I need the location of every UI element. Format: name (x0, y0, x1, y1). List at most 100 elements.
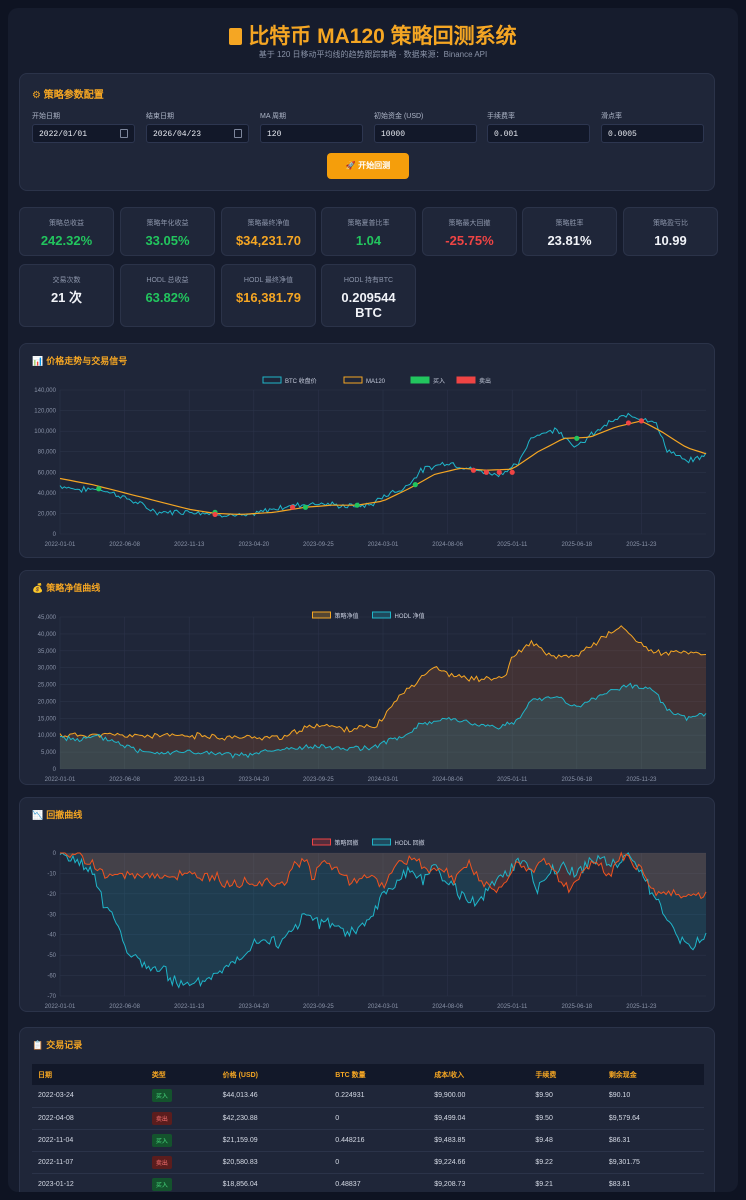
table-cell: $9.48 (529, 1129, 603, 1152)
y-tick-label: 25,000 (38, 683, 57, 689)
legend-swatch (312, 838, 331, 846)
equity-chart-title: 💰 策略净值曲线 (32, 583, 101, 593)
legend-swatch (262, 376, 282, 384)
table-cell: $9,301.75 (602, 1151, 704, 1174)
equity-chart: 0 5,000 10,000 15,000 20,000 25,000 30,000 35,0… (38, 611, 707, 783)
calendar-icon[interactable] (120, 129, 128, 138)
sell-signal-point (496, 469, 502, 475)
trade-type-badge: 买入 (151, 1133, 172, 1147)
x-tick-label: 2023-04-20 (238, 1004, 269, 1010)
legend-label: 卖出 (479, 377, 491, 385)
x-tick-label: 2022-01-01 (45, 542, 76, 548)
table-cell: 0 (329, 1107, 429, 1130)
strategy-drawdown-line (60, 851, 707, 900)
trades-table: 日期 类型 价格 (USD) BTC 数量 成本/收入 手续费 剩余现金 202… (32, 1064, 704, 1192)
table-cell: $9,579.64 (602, 1107, 704, 1130)
y-tick-label: -70 (47, 994, 56, 1000)
trade-type-badge: 买入 (151, 1089, 172, 1103)
y-tick-label: -60 (47, 974, 56, 980)
fee-rate-input[interactable]: 0.001 (487, 124, 590, 143)
x-tick-label: 2022-06-08 (109, 542, 140, 548)
calendar-icon[interactable] (234, 129, 242, 138)
hodl-equity-line (60, 682, 707, 759)
trade-type-badge: 买入 (151, 1177, 172, 1191)
table-row: 2022-11-07 卖出 $20,580.83 0 $9,224.66 $9.22 $9,… (32, 1151, 704, 1174)
page-title-text: 比特币 MA120 策略回测系统 (248, 25, 517, 48)
slippage-input[interactable]: 0.0005 (601, 124, 704, 143)
table-cell: $44,013.46 (216, 1085, 330, 1108)
page-subtitle: 基于 120 日移动平均线的趋势跟踪策略 · 数据来源：Binance API (258, 50, 488, 59)
x-tick-label: 2023-04-20 (238, 542, 269, 548)
x-tick-label: 2025-06-18 (561, 777, 592, 783)
table-cell: 0.48837 (329, 1173, 429, 1192)
table-cell: $9.22 (529, 1151, 603, 1174)
column-header: 剩余现金 (602, 1064, 704, 1085)
table-cell: $90.10 (602, 1085, 704, 1108)
ma120-line (59, 420, 707, 516)
stat-card: 策略最终净值 $34,231.70 (221, 207, 316, 256)
slippage-label: 滑点率 (601, 113, 622, 120)
y-tick-label: 40,000 (38, 632, 57, 638)
y-tick-label: 0 (53, 767, 57, 773)
column-header: BTC 数量 (329, 1064, 429, 1085)
price-chart-panel: 📊 价格走势与交易信号 0 20,000 40,000 60,000 80,000 100,… (19, 343, 715, 558)
legend-swatch (372, 611, 391, 619)
legend-swatch (343, 376, 363, 384)
legend-label: 策略净值 (335, 612, 359, 620)
column-header: 价格 (USD) (216, 1064, 330, 1085)
stat-card: 策略总收益 242.32% (19, 207, 114, 256)
x-tick-label: 2025-01-11 (497, 542, 528, 548)
legend-label: 策略回撤 (335, 839, 359, 847)
ma-period-input[interactable]: 120 (260, 124, 363, 143)
price-chart: 0 20,000 40,000 60,000 80,000 100,000 120,000 1… (34, 376, 707, 548)
end-date-input[interactable]: 2026/04/23 (146, 124, 249, 143)
y-tick-label: -40 (47, 933, 56, 939)
legend-swatch (410, 376, 430, 384)
app-frame: 比特币 MA120 策略回测系统 基于 120 日移动平均线的趋势跟踪策略 · … (8, 8, 738, 1192)
y-tick-label: 20,000 (38, 699, 57, 705)
column-header: 日期 (32, 1064, 146, 1085)
table-cell: 2023-01-12 (32, 1173, 146, 1192)
trades-title: 📋 交易记录 (32, 1040, 83, 1050)
trend-down-icon: 📉 (32, 810, 44, 820)
x-tick-label: 2025-01-11 (497, 777, 528, 783)
clipboard-icon: 📋 (32, 1040, 44, 1050)
sell-signal-point (509, 469, 515, 475)
column-header: 类型 (145, 1064, 217, 1085)
x-tick-label: 2024-08-06 (432, 1004, 463, 1010)
initial-capital-label: 初始资金 (USD) (374, 113, 424, 120)
x-tick-label: 2025-11-23 (626, 542, 657, 548)
run-backtest-button[interactable]: 🚀 开始回测 (327, 153, 409, 179)
stat-card: 策略夏普比率 1.04 (321, 207, 416, 256)
table-cell: 卖出 (145, 1151, 217, 1174)
table-row: 2022-11-04 买入 $21,159.09 0.448216 $9,483.85 $… (32, 1129, 704, 1152)
legend-swatch (372, 838, 391, 846)
y-tick-label: -10 (47, 871, 56, 877)
initial-capital-input[interactable]: 10000 (374, 124, 477, 143)
stat-card: 策略盈亏比 10.99 (623, 207, 718, 256)
strategy-drawdown-area (60, 853, 706, 899)
table-cell: 2022-04-08 (32, 1107, 146, 1130)
legend-swatch (456, 376, 476, 384)
table-cell: $9.21 (529, 1173, 603, 1192)
table-cell: 卖出 (145, 1107, 217, 1130)
legend-label: MA120 (366, 379, 386, 385)
y-tick-label: -30 (47, 912, 56, 918)
legend-label: 买入 (433, 377, 445, 385)
y-tick-label: 35,000 (38, 649, 57, 655)
buy-signal-point (412, 482, 418, 488)
table-cell: 2022-11-07 (32, 1151, 146, 1174)
trade-type-badge: 卖出 (151, 1155, 172, 1169)
table-cell: 2022-03-24 (32, 1085, 146, 1108)
x-tick-label: 2022-06-08 (109, 777, 140, 783)
sell-signal-point (483, 469, 489, 475)
equity-chart-panel: 💰 策略净值曲线 0 5,000 10,000 15,000 20,000 25,000 30… (19, 570, 715, 785)
start-date-input[interactable]: 2022/01/01 (32, 124, 135, 143)
sell-signal-point (638, 418, 645, 424)
sell-signal-point (289, 504, 296, 510)
buy-signal-point (302, 504, 309, 510)
table-row: 2022-03-24 买入 $44,013.46 0.224931 $9,900.00 $… (32, 1085, 704, 1108)
table-cell: 0 (329, 1151, 429, 1174)
stat-card: 策略最大回撤 -25.75% (422, 207, 517, 256)
ma-period-label: MA 周期 (260, 113, 287, 120)
